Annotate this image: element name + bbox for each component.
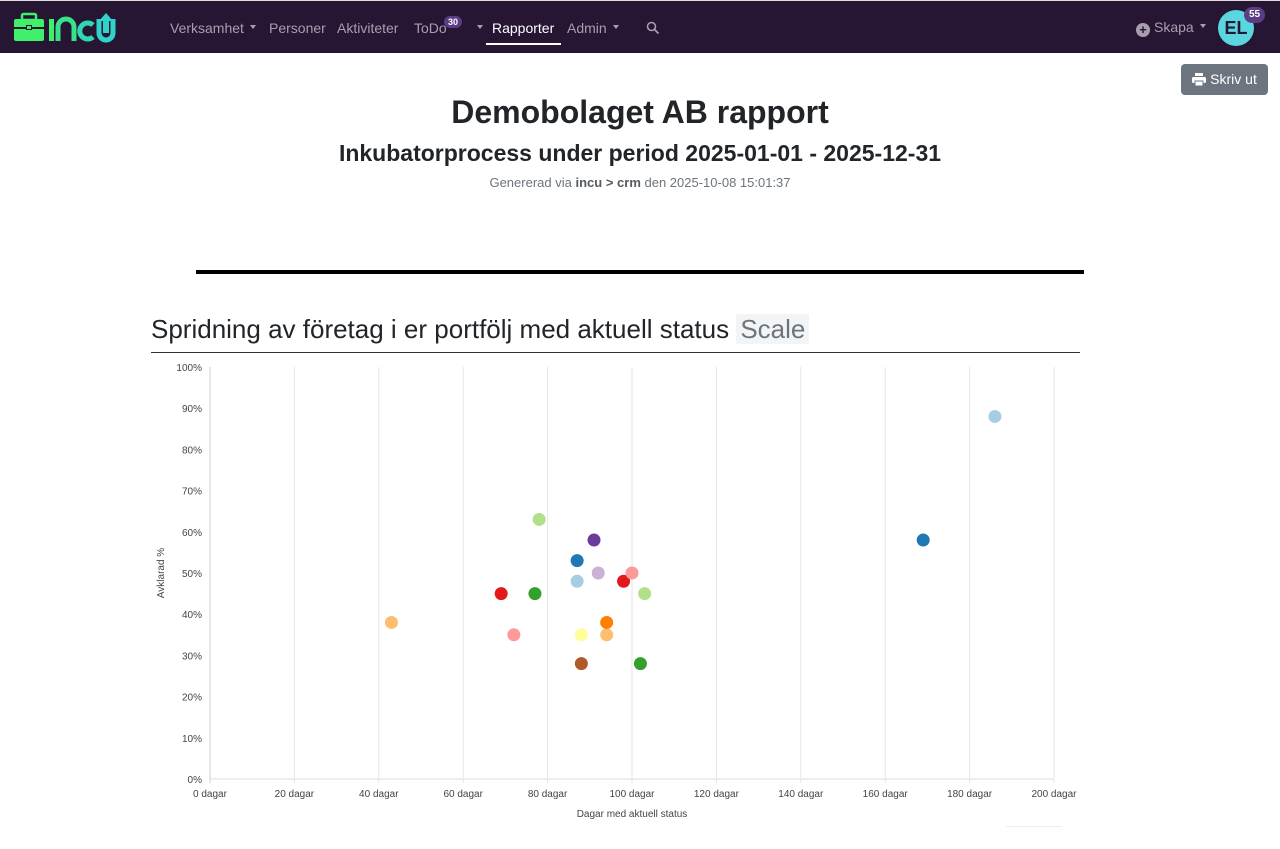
nav-verksamhet-label: Verksamhet bbox=[170, 20, 244, 36]
generated-info: Genererad via incu > crm den 2025-10-08 … bbox=[0, 175, 1280, 190]
x-tick-label: 100 dagar bbox=[609, 789, 655, 800]
chevron-down-icon bbox=[249, 25, 256, 30]
nav-admin-label: Admin bbox=[567, 20, 607, 36]
section-title-text: Spridning av företag i er portfölj med a… bbox=[151, 314, 730, 344]
x-tick-label: 20 dagar bbox=[275, 789, 315, 800]
nav-rapporter[interactable]: Rapporter bbox=[492, 20, 554, 36]
x-tick-label: 80 dagar bbox=[528, 789, 568, 800]
nav-personer-label: Personer bbox=[269, 20, 326, 36]
incu-logo[interactable] bbox=[13, 11, 125, 47]
printer-icon bbox=[1192, 73, 1207, 86]
y-tick-label: 70% bbox=[182, 487, 202, 498]
data-point[interactable] bbox=[988, 409, 1002, 423]
chevron-down-icon bbox=[612, 25, 619, 30]
create-label: Skapa bbox=[1154, 19, 1194, 35]
x-tick-label: 60 dagar bbox=[443, 789, 483, 800]
y-axis-label: Avklarad % bbox=[156, 548, 167, 599]
create-menu[interactable]: + Skapa bbox=[1136, 19, 1206, 37]
x-tick-label: 0 dagar bbox=[193, 789, 228, 800]
y-tick-label: 100% bbox=[176, 363, 202, 374]
data-point[interactable] bbox=[494, 587, 508, 601]
y-tick-label: 90% bbox=[182, 404, 202, 415]
x-tick-label: 160 dagar bbox=[863, 789, 909, 800]
data-point[interactable] bbox=[384, 615, 398, 629]
y-tick-label: 20% bbox=[182, 693, 202, 704]
data-point[interactable] bbox=[528, 587, 542, 601]
y-tick-label: 0% bbox=[188, 775, 203, 786]
y-axis-ticks: 0% 10% 20% 30% 40% 50% 60% 70% 80% 90% 100% bbox=[176, 363, 202, 786]
plus-circle-icon: + bbox=[1136, 23, 1150, 37]
nav-aktiviteter-label: Aktiviteter bbox=[337, 20, 399, 36]
nav-verksamhet[interactable]: Verksamhet bbox=[170, 20, 256, 36]
generated-source: incu > crm bbox=[575, 175, 641, 190]
top-navbar: Verksamhet Personer Aktiviteter ToDo 30 … bbox=[0, 0, 1280, 53]
print-button[interactable]: Skriv ut bbox=[1181, 64, 1268, 95]
x-tick-label: 180 dagar bbox=[947, 789, 993, 800]
nav-admin[interactable]: Admin bbox=[567, 20, 619, 36]
active-tab-indicator bbox=[486, 43, 561, 45]
nav-personer[interactable]: Personer bbox=[269, 20, 326, 36]
data-point[interactable] bbox=[633, 657, 647, 671]
data-point[interactable] bbox=[570, 554, 584, 568]
x-tick-label: 200 dagar bbox=[1031, 789, 1077, 800]
chart-footer-line bbox=[1006, 826, 1062, 827]
todo-count-badge: 30 bbox=[444, 16, 463, 28]
x-axis-ticks: 0 dagar 20 dagar 40 dagar 60 dagar 80 dagar 1… bbox=[193, 789, 1077, 800]
data-point[interactable] bbox=[507, 628, 521, 642]
section-divider bbox=[196, 270, 1084, 274]
data-point[interactable] bbox=[600, 615, 614, 629]
nav-todo-label: ToDo bbox=[414, 20, 447, 36]
x-axis-label: Dagar med aktuell status bbox=[577, 809, 688, 820]
y-tick-label: 80% bbox=[182, 445, 202, 456]
print-label: Skriv ut bbox=[1210, 71, 1257, 87]
scatter-chart: 0% 10% 20% 30% 40% 50% 60% 70% 80% 90% 100% 0 daga… bbox=[156, 363, 1077, 827]
data-point[interactable] bbox=[617, 574, 631, 588]
report-subtitle: Inkubatorprocess under period 2025-01-01… bbox=[338, 140, 942, 166]
generated-timestamp: den 2025-10-08 15:01:37 bbox=[644, 175, 791, 190]
report-title: Demobolaget AB rapport bbox=[451, 94, 829, 130]
data-point[interactable] bbox=[574, 657, 588, 671]
data-point[interactable] bbox=[600, 628, 614, 642]
x-tick-label: 120 dagar bbox=[694, 789, 740, 800]
y-tick-label: 50% bbox=[182, 569, 202, 580]
section-title: Spridning av företag i er portfölj med a… bbox=[151, 314, 810, 345]
nav-aktiviteter[interactable]: Aktiviteter bbox=[337, 20, 398, 36]
notification-badge: 55 bbox=[1244, 7, 1266, 23]
search-icon[interactable] bbox=[646, 21, 660, 35]
nav-rapporter-label: Rapporter bbox=[492, 20, 555, 36]
data-point[interactable] bbox=[570, 574, 584, 588]
y-tick-label: 10% bbox=[182, 734, 202, 745]
y-tick-label: 30% bbox=[182, 651, 202, 662]
data-point[interactable] bbox=[625, 566, 639, 580]
chart-gridlines bbox=[209, 367, 1055, 783]
generated-prefix: Genererad via bbox=[489, 175, 572, 190]
chart-points bbox=[384, 409, 1002, 671]
status-badge: Scale bbox=[736, 314, 810, 344]
data-point[interactable] bbox=[916, 533, 930, 547]
x-tick-label: 140 dagar bbox=[778, 789, 824, 800]
chevron-down-icon bbox=[476, 25, 483, 30]
x-tick-label: 40 dagar bbox=[359, 789, 399, 800]
chevron-down-icon bbox=[1199, 24, 1206, 29]
y-tick-label: 40% bbox=[182, 610, 202, 621]
data-point[interactable] bbox=[587, 533, 601, 547]
data-point[interactable] bbox=[591, 566, 605, 580]
y-tick-label: 60% bbox=[182, 528, 202, 539]
data-point[interactable] bbox=[574, 628, 588, 642]
data-point[interactable] bbox=[638, 587, 652, 601]
data-point[interactable] bbox=[532, 512, 546, 526]
nav-todo[interactable]: ToDo bbox=[414, 20, 483, 36]
section-underline bbox=[151, 352, 1080, 353]
